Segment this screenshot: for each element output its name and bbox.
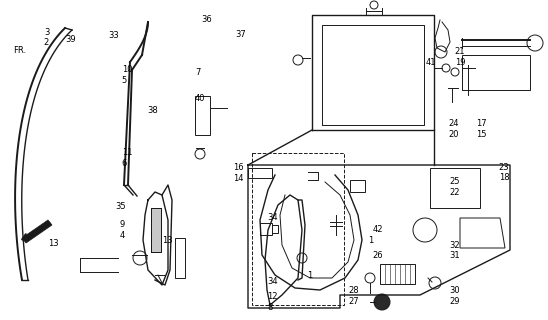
Text: 17: 17 xyxy=(476,119,486,128)
Text: 2: 2 xyxy=(44,38,49,47)
Text: 24: 24 xyxy=(448,119,459,128)
Polygon shape xyxy=(22,220,52,243)
Text: 15: 15 xyxy=(476,130,486,139)
Text: 10: 10 xyxy=(122,65,132,74)
Text: 23: 23 xyxy=(499,163,509,172)
Text: 40: 40 xyxy=(195,94,206,103)
Text: 26: 26 xyxy=(373,252,383,260)
Text: 21: 21 xyxy=(455,47,465,56)
Text: 4: 4 xyxy=(119,231,125,240)
Text: FR.: FR. xyxy=(13,46,26,55)
Text: 27: 27 xyxy=(349,297,359,306)
Text: 13: 13 xyxy=(48,239,59,248)
Text: 3: 3 xyxy=(44,28,49,36)
Text: 11: 11 xyxy=(122,148,132,157)
Text: 41: 41 xyxy=(425,58,436,67)
Text: 39: 39 xyxy=(66,35,76,44)
Text: 8: 8 xyxy=(267,303,273,312)
Text: 13: 13 xyxy=(162,236,172,244)
Text: 9: 9 xyxy=(119,220,125,228)
Bar xyxy=(252,153,344,305)
Text: 1: 1 xyxy=(307,271,312,280)
Text: 1: 1 xyxy=(368,236,374,244)
Text: 6: 6 xyxy=(122,159,127,168)
Text: 18: 18 xyxy=(499,173,509,182)
Text: 12: 12 xyxy=(267,292,278,301)
Text: 22: 22 xyxy=(449,188,460,196)
Text: 30: 30 xyxy=(449,286,460,295)
Text: 34: 34 xyxy=(267,277,278,286)
Circle shape xyxy=(374,294,390,310)
Text: 25: 25 xyxy=(449,177,460,186)
Text: 28: 28 xyxy=(349,286,359,295)
Text: 34: 34 xyxy=(267,213,278,222)
Text: 19: 19 xyxy=(455,58,465,67)
Text: 31: 31 xyxy=(449,252,460,260)
Text: 14: 14 xyxy=(233,174,243,183)
Text: 35: 35 xyxy=(115,202,125,211)
Text: 29: 29 xyxy=(449,297,460,306)
Text: 42: 42 xyxy=(373,225,383,234)
Text: 32: 32 xyxy=(449,241,460,250)
Polygon shape xyxy=(151,208,161,252)
Text: 33: 33 xyxy=(109,31,119,40)
Text: 5: 5 xyxy=(122,76,127,84)
Text: 37: 37 xyxy=(236,30,247,39)
Text: 20: 20 xyxy=(448,130,459,139)
Text: 36: 36 xyxy=(202,15,213,24)
Text: 16: 16 xyxy=(233,163,243,172)
Text: 38: 38 xyxy=(147,106,158,115)
Text: 7: 7 xyxy=(195,68,201,77)
